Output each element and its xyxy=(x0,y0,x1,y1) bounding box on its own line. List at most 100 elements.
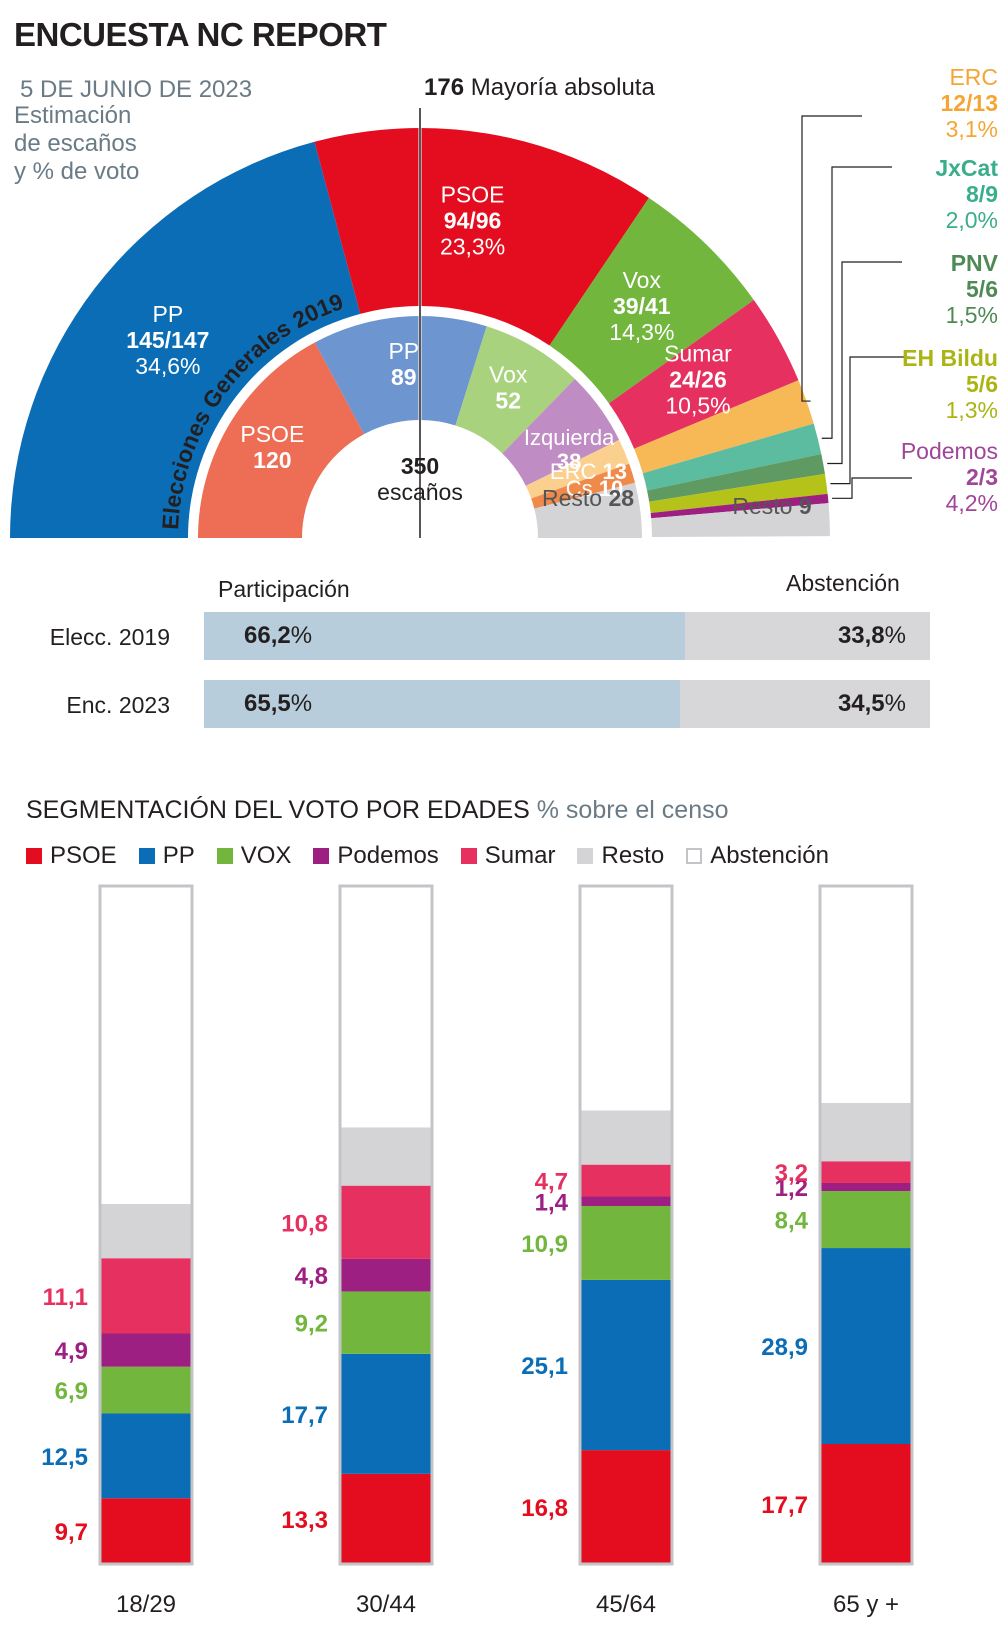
leader-line-podemos xyxy=(832,477,912,499)
survey-seats-sumar: 24/26 xyxy=(669,367,727,393)
side-label-party: Podemos xyxy=(900,438,998,464)
elections-2019-label-pp: PP xyxy=(388,338,419,364)
age-category-label: 30/44 xyxy=(356,1591,416,1618)
side-label-party: PNV xyxy=(950,250,998,276)
elections-2019-label-izquierda: Izquierda 38 xyxy=(524,425,615,474)
age-value-label: 6,9 xyxy=(55,1378,88,1405)
legend-item-sumar: Sumar xyxy=(460,842,556,870)
legend-label: Abstención xyxy=(710,842,829,869)
age-value-label: 9,2 xyxy=(295,1311,328,1338)
survey-2023-arc-podemos xyxy=(650,493,829,519)
leader-line-eh-bildu xyxy=(830,356,910,485)
publication-date: 5 DE JUNIO DE 2023 xyxy=(20,76,253,103)
legend-item-pp: PP xyxy=(138,842,195,870)
age-section-title: SEGMENTACIÓN DEL VOTO POR EDADES % sobre… xyxy=(26,796,729,825)
majority-label: 176 Mayoría absoluta xyxy=(424,74,655,102)
survey-2023-arc-pnv xyxy=(647,453,825,502)
age-value-label: 4,7 xyxy=(535,1169,568,1196)
survey-2023-arc-erc xyxy=(634,380,814,474)
age-value-label: 4,8 xyxy=(295,1263,328,1290)
age-bar-segment-podemos xyxy=(340,1258,432,1292)
legend-swatch xyxy=(26,848,42,864)
age-bar-segment-abstenci-n xyxy=(580,886,672,1111)
legend-label: Sumar xyxy=(484,842,556,869)
survey-vote-sumar: 10,5% xyxy=(665,393,730,419)
age-title-sub: % sobre el censo xyxy=(536,796,729,824)
leader-line-pnv xyxy=(827,261,902,465)
elections-2019-arc-pp xyxy=(314,315,487,435)
hemicycle-chart: PP145/14734,6%PSOE94/9623,3%Vox39/4114,3… xyxy=(10,108,912,538)
age-bar-outline xyxy=(338,884,434,1566)
age-bar-outline xyxy=(818,884,914,1566)
side-label-party: ERC xyxy=(949,64,998,90)
legend-label: Podemos xyxy=(337,842,439,869)
survey-vote-vox: 14,3% xyxy=(609,319,674,345)
elections-2019-label-psoe: PSOE xyxy=(240,421,304,447)
legend-label: Resto xyxy=(601,842,665,869)
age-bar-segment-psoe xyxy=(340,1473,432,1564)
survey-2023-arc-resto xyxy=(651,503,830,537)
majority-number: 176 xyxy=(424,74,465,101)
side-label-seats: 12/13 xyxy=(940,90,998,116)
age-value-label: 10,8 xyxy=(281,1210,328,1237)
participation-row-label: Elecc. 2019 xyxy=(49,624,170,650)
age-bar-segment-resto xyxy=(580,1110,672,1165)
side-label-party: JxCat xyxy=(935,155,998,181)
abstention-header: Abstención xyxy=(786,570,900,596)
age-bar-segment-abstenci-n xyxy=(820,886,912,1103)
elections-2019-arc-resto xyxy=(534,482,642,538)
legend-swatch xyxy=(216,848,233,864)
elections-2019-arc-cs xyxy=(531,463,636,509)
age-value-label: 17,7 xyxy=(281,1402,328,1429)
page-title: ENCUESTA NC REPORT xyxy=(14,16,387,53)
subtitle-line-2: de escaños xyxy=(14,130,137,157)
legend-item-psoe: PSOE xyxy=(26,842,117,870)
center-seat-total: 350 xyxy=(401,453,439,479)
elections-2019-seats-psoe: 120 xyxy=(253,447,291,473)
elections-2019-arc-psoe xyxy=(198,342,365,538)
survey-2023-arc-pp xyxy=(10,141,361,538)
participation-bar: 65,5% 34,5% xyxy=(204,680,930,728)
elections-2019-arc-erc xyxy=(525,439,630,499)
elections-2019-label-cs: Cs 10 xyxy=(566,476,623,501)
survey-2023-arc-eh-bildu xyxy=(649,473,828,514)
survey-label-pp: PP xyxy=(153,301,184,327)
age-bar-segment-psoe xyxy=(580,1450,672,1564)
side-label-vote: 3,1% xyxy=(945,116,998,142)
age-value-label: 28,9 xyxy=(761,1334,808,1361)
legend-item-podemos: Podemos xyxy=(313,842,439,870)
subtitle-line-3: y % de voto xyxy=(14,158,140,185)
survey-2023-arc-sumar xyxy=(608,299,799,449)
age-category-label: 65 y + xyxy=(833,1591,899,1618)
side-label-vote: 1,3% xyxy=(945,397,998,423)
subtitle-line-1: Estimación xyxy=(14,102,132,129)
legend-swatch xyxy=(577,848,594,864)
side-label-seats: 5/6 xyxy=(966,371,998,397)
survey-label-psoe: PSOE xyxy=(441,181,505,207)
participation-value: 65,5% xyxy=(244,690,313,717)
age-value-label: 1,4 xyxy=(535,1189,569,1216)
age-bar-segment-psoe xyxy=(820,1443,912,1564)
age-bar-outline xyxy=(578,884,674,1566)
side-label-eh-bildu: EH Bildu 5/6 1,3% xyxy=(902,345,998,423)
center-seat-label: escaños xyxy=(377,479,463,505)
survey-2023-arc-psoe xyxy=(314,128,649,346)
participation-value: 66,2% xyxy=(244,622,313,649)
age-value-label: 10,9 xyxy=(521,1231,568,1258)
participation-segment xyxy=(204,680,680,728)
side-label-vote: 2,0% xyxy=(945,207,998,233)
abstention-segment xyxy=(684,612,930,660)
age-value-label: 4,9 xyxy=(55,1338,88,1365)
age-bar-outline xyxy=(98,884,194,1566)
side-label-seats: 8/9 xyxy=(966,181,998,207)
participation-segment xyxy=(204,612,685,660)
elections-2019-label-vox: Vox xyxy=(489,361,528,387)
participation-bar: 66,2% 33,8% xyxy=(204,612,930,660)
legend-item-resto: Resto xyxy=(577,842,664,870)
elections-2019-seats-vox: 52 xyxy=(495,387,521,413)
legend-label: PP xyxy=(162,842,195,869)
legend-item-vox: VOX xyxy=(216,842,292,870)
age-bar-segment-vox xyxy=(100,1366,192,1414)
majority-text: Mayoría absoluta xyxy=(470,74,655,101)
legend-label: VOX xyxy=(240,842,292,869)
